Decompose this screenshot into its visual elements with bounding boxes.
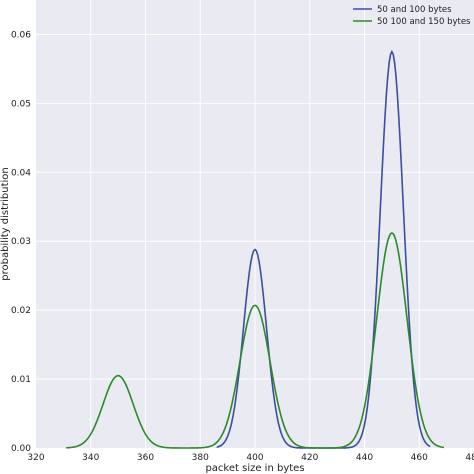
y-tick-label: 0.03	[11, 237, 31, 247]
y-axis-label: probability distribution	[0, 167, 11, 281]
x-tick-label: 480	[465, 453, 474, 463]
x-tick-label: 440	[356, 453, 373, 463]
y-tick-labels: 0.00 0.01 0.02 0.03 0.04 0.05 0.06	[11, 30, 31, 454]
legend-label: 50 and 100 bytes	[377, 5, 452, 15]
x-tick-label: 400	[246, 453, 263, 463]
y-tick-label: 0.05	[11, 99, 31, 109]
legend-label: 50 100 and 150 bytes	[377, 17, 471, 27]
legend: 50 and 100 bytes 50 100 and 150 bytes	[353, 5, 471, 27]
x-axis-label: packet size in bytes	[205, 463, 304, 474]
x-tick-labels: 320 340 360 380 400 420 440 460 480	[27, 453, 474, 463]
y-tick-label: 0.06	[11, 30, 31, 40]
y-tick-label: 0.02	[11, 306, 31, 316]
x-tick-label: 360	[137, 453, 154, 463]
y-tick-label: 0.00	[11, 444, 31, 454]
x-tick-label: 320	[27, 453, 44, 463]
y-tick-label: 0.04	[11, 168, 31, 178]
series-lines	[66, 49, 445, 449]
x-tick-label: 340	[82, 453, 99, 463]
x-tick-label: 420	[301, 453, 318, 463]
x-tick-label: 460	[411, 453, 428, 463]
y-tick-label: 0.01	[11, 375, 31, 385]
x-tick-label: 380	[192, 453, 209, 463]
series-line-2	[66, 232, 445, 449]
